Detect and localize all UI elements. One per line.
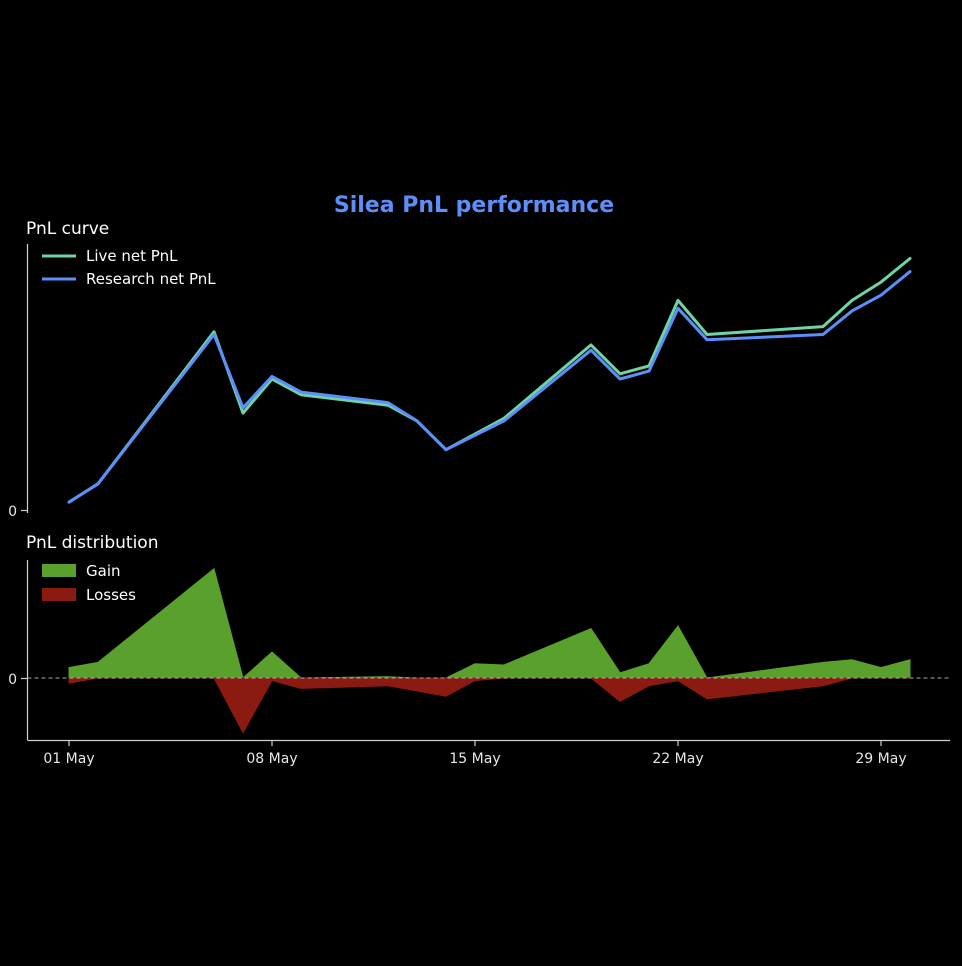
losses-area xyxy=(68,677,910,734)
x-tick-label-3: 22 May xyxy=(652,751,703,767)
pnl-curve-panel: 0 xyxy=(8,244,912,520)
pnl-distribution-y-tick-label-0: 0 xyxy=(8,672,17,688)
pnl-curve-legend: Live net PnL Research net PnL xyxy=(42,247,216,288)
pnl-curve-y-tick-label-0: 0 xyxy=(8,504,17,520)
x-tick-label-1: 08 May xyxy=(246,751,297,767)
x-tick-label-4: 29 May xyxy=(855,751,906,767)
live-net-pnl-line xyxy=(67,257,912,504)
pnl-distribution-legend: Gain Losses xyxy=(42,562,136,604)
legend-label-research: Research net PnL xyxy=(86,270,216,288)
pnl-curve-panel-title: PnL curve xyxy=(26,219,109,239)
legend-label-gain: Gain xyxy=(86,562,121,580)
legend-swatch-gain xyxy=(42,564,76,577)
pnl-distribution-panel-title: PnL distribution xyxy=(26,533,158,553)
x-tick-label-0: 01 May xyxy=(43,751,94,767)
legend-label-losses: Losses xyxy=(86,586,136,604)
legend-swatch-losses xyxy=(42,588,76,601)
legend-label-live: Live net PnL xyxy=(86,247,178,265)
gain-area xyxy=(68,567,911,679)
pnl-distribution-panel: 0 01 May 08 May 15 May 22 May 29 May xyxy=(8,560,950,767)
x-tick-label-2: 15 May xyxy=(449,751,500,767)
chart-title: Silea PnL performance xyxy=(334,193,614,218)
research-net-pnl-line xyxy=(67,270,912,504)
